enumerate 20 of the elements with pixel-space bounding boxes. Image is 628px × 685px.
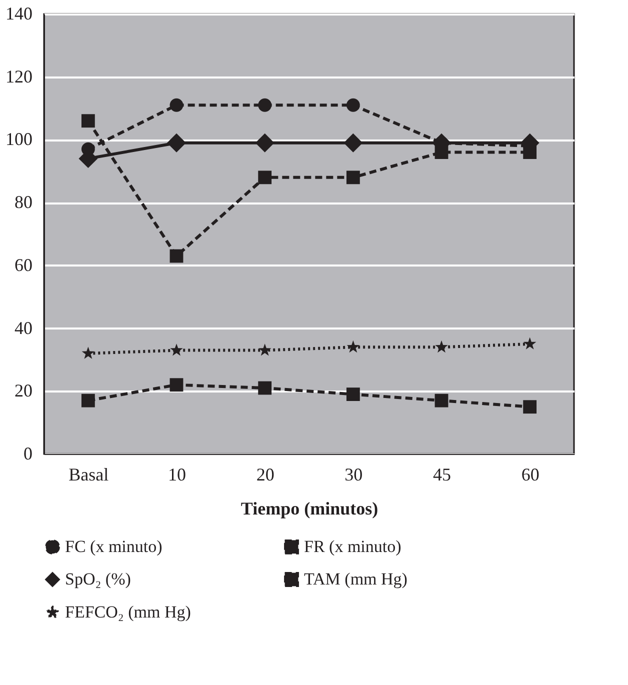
y-tick-label: 100 bbox=[6, 129, 32, 150]
x-axis-title: Tiempo (minutos) bbox=[240, 498, 378, 518]
legend-label: TAM (mm Hg) bbox=[304, 570, 408, 588]
x-tick-label: 45 bbox=[433, 464, 451, 484]
legend-label: FC (x minuto) bbox=[65, 536, 162, 556]
y-tick-label: 0 bbox=[24, 444, 32, 464]
y-tick-label: 140 bbox=[6, 4, 32, 24]
legend-label: FR (x minuto) bbox=[304, 536, 402, 556]
x-tick-label: 10 bbox=[168, 464, 186, 484]
x-tick-label: 60 bbox=[521, 464, 540, 484]
y-tick-label: 120 bbox=[6, 66, 32, 86]
x-tick-label: Basal bbox=[68, 464, 109, 484]
y-tick-label: 40 bbox=[14, 318, 32, 338]
y-tick-label: 60 bbox=[14, 254, 32, 275]
legend-label: SpO₂ (%) bbox=[65, 570, 131, 588]
x-tick-label: 20 bbox=[256, 464, 274, 484]
legend-label: FEFCO₂ (mm Hg) bbox=[65, 602, 191, 622]
x-tick-label: 30 bbox=[344, 464, 363, 484]
y-tick-label: 20 bbox=[14, 380, 32, 401]
y-tick-label: 80 bbox=[14, 192, 32, 212]
